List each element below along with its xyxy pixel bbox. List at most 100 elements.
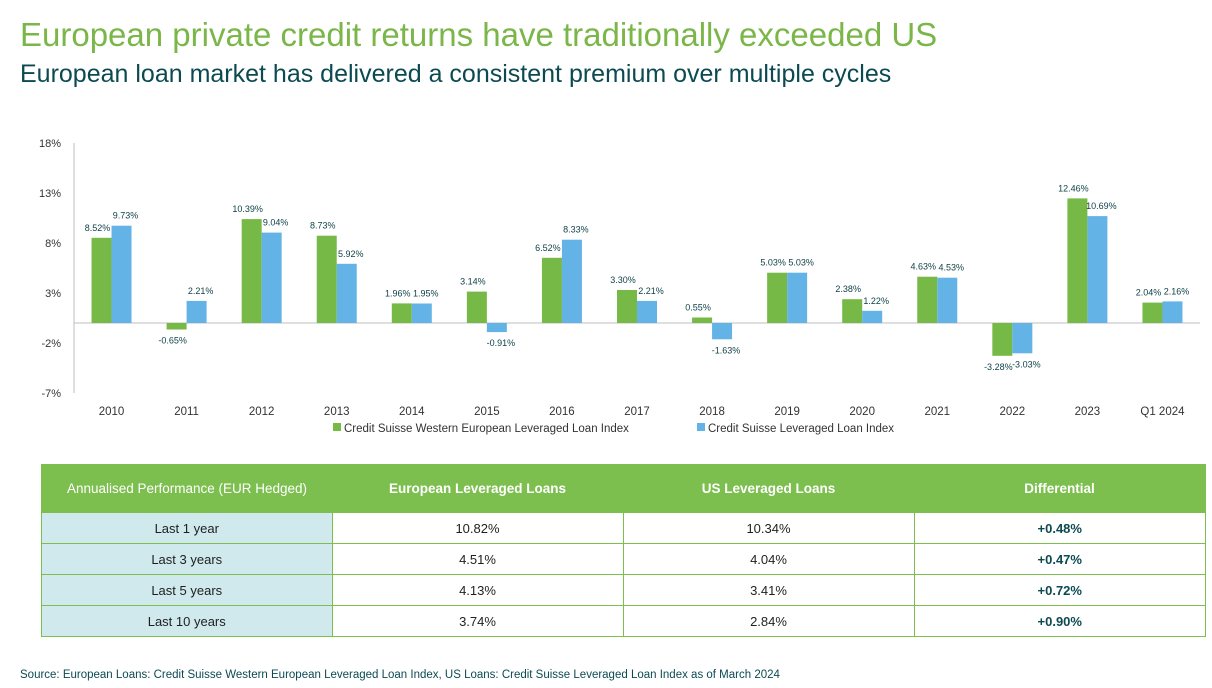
bar-us — [336, 263, 357, 323]
y-tick-label: -2% — [41, 338, 61, 350]
bar-european — [992, 323, 1013, 356]
data-label: 2.38% — [835, 284, 861, 294]
legend-swatch — [697, 423, 705, 431]
data-label: 10.39% — [232, 204, 263, 214]
data-label: 5.03% — [788, 258, 814, 268]
differential-cell: +0.90% — [913, 605, 1206, 637]
data-label: 5.03% — [760, 258, 786, 268]
header-european: European Leveraged Loans — [332, 464, 623, 513]
bar-european — [166, 323, 187, 330]
bar-european — [1142, 302, 1163, 323]
data-label: 6.52% — [535, 243, 561, 253]
data-label: -0.91% — [487, 338, 516, 348]
page-title: European private credit returns have tra… — [20, 16, 938, 53]
bar-european — [466, 291, 487, 323]
period-cell: Last 3 years — [41, 543, 333, 575]
data-label: 8.33% — [563, 225, 589, 235]
bar-us — [186, 300, 207, 323]
european-cell: 4.51% — [331, 543, 624, 575]
x-tick-label: 2019 — [774, 406, 800, 418]
bar-us — [712, 323, 733, 340]
x-tick-label: 2015 — [474, 406, 500, 418]
data-label: 1.95% — [413, 289, 439, 299]
x-tick-label: 2023 — [1075, 406, 1101, 418]
x-tick-label: 2020 — [849, 406, 875, 418]
x-tick-label: 2021 — [924, 406, 950, 418]
european-cell: 3.74% — [331, 605, 624, 637]
x-tick-label: 2011 — [174, 406, 199, 418]
x-tick-label: 2018 — [699, 406, 725, 418]
legend-label: Credit Suisse Leveraged Loan Index — [708, 423, 894, 435]
us-cell: 4.04% — [622, 543, 915, 575]
bar-us — [1162, 301, 1183, 323]
data-label: 2.21% — [638, 286, 664, 296]
bar-european — [1067, 198, 1088, 323]
data-label: 9.73% — [113, 211, 139, 221]
period-cell: Last 1 year — [41, 512, 333, 544]
returns-bar-chart: 18% 13% 8% 3% -2% -7% 8.52%9.73% 2010 -0.65% 2.21… — [39, 138, 1200, 435]
x-tick-label: 2017 — [624, 406, 650, 418]
data-label: 10.69% — [1086, 201, 1117, 211]
bar-us — [111, 225, 132, 323]
bar-european — [917, 276, 938, 323]
data-label: 3.30% — [610, 275, 636, 285]
x-tick-label: 2014 — [399, 406, 425, 418]
y-tick-label: 8% — [45, 238, 61, 250]
y-tick-label: -7% — [41, 388, 61, 400]
source-note: Source: European Loans: Credit Suisse We… — [20, 669, 780, 681]
bar-european — [391, 303, 412, 323]
bar-us — [937, 277, 958, 323]
bar-european — [241, 219, 262, 323]
differential-cell: +0.48% — [913, 512, 1206, 544]
data-label: 12.46% — [1058, 183, 1089, 193]
data-label: 2.16% — [1164, 286, 1190, 296]
bar-european — [91, 237, 112, 323]
performance-table: Annualised Performance (EUR Hedged) Euro… — [41, 464, 1206, 637]
header-differential: Differential — [914, 464, 1206, 513]
us-cell: 2.84% — [622, 605, 915, 637]
data-label: 8.52% — [85, 223, 111, 233]
us-cell: 10.34% — [622, 512, 915, 544]
table-header-row: Annualised Performance (EUR Hedged) Euro… — [41, 464, 1206, 513]
data-label: 2.21% — [188, 286, 214, 296]
data-label: -1.63% — [712, 345, 741, 355]
differential-cell: +0.47% — [913, 543, 1206, 575]
data-label: 2.04% — [1136, 288, 1162, 298]
bar-us — [637, 300, 657, 323]
bar-us — [862, 310, 883, 323]
data-label: 1.96% — [385, 288, 411, 298]
bar-us — [561, 239, 582, 323]
bar-us — [1087, 216, 1108, 323]
x-tick-label: 2010 — [99, 406, 125, 418]
bar-us — [486, 323, 507, 333]
legend-swatch — [333, 423, 341, 431]
bar-european — [842, 299, 863, 323]
data-label: 3.14% — [460, 277, 486, 287]
bar-us — [787, 272, 808, 323]
data-label: 0.55% — [685, 303, 711, 313]
bar-european — [617, 290, 637, 323]
data-label: 1.22% — [863, 296, 889, 306]
y-tick-label: 18% — [39, 138, 61, 150]
bar-european — [692, 317, 713, 323]
table-row: Last 3 years 4.51% 4.04% +0.47% — [41, 543, 1206, 575]
european-cell: 4.13% — [331, 574, 624, 606]
x-tick-label: 2022 — [1000, 406, 1026, 418]
y-tick-label: 3% — [45, 288, 61, 300]
us-cell: 3.41% — [622, 574, 915, 606]
bar-european — [767, 272, 788, 323]
table-row: Last 10 years 3.74% 2.84% +0.90% — [41, 605, 1206, 637]
period-cell: Last 5 years — [41, 574, 333, 606]
data-label: 4.53% — [939, 263, 965, 273]
x-tick-label: Q1 2024 — [1140, 406, 1185, 418]
bar-european — [316, 235, 337, 323]
x-tick-label: 2016 — [549, 406, 575, 418]
data-label: 5.92% — [338, 249, 364, 259]
table-row: Last 1 year 10.82% 10.34% +0.48% — [41, 512, 1206, 544]
x-tick-label: 2012 — [249, 406, 275, 418]
x-tick-label: 2013 — [324, 406, 350, 418]
table-row: Last 5 years 4.13% 3.41% +0.72% — [41, 574, 1206, 606]
page-subtitle: European loan market has delivered a con… — [20, 60, 892, 88]
data-label: -3.03% — [1012, 359, 1041, 369]
y-tick-label: 13% — [39, 188, 61, 200]
